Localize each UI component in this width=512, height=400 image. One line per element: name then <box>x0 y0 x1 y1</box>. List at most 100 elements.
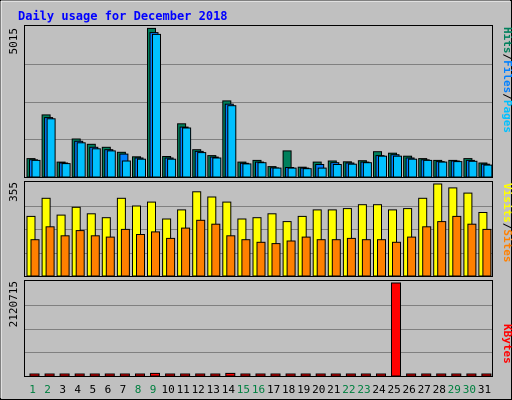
bar-pages-day-16 <box>257 162 267 178</box>
legend-sep-2: / <box>501 93 512 100</box>
x-tick-label-9: 9 <box>150 383 157 396</box>
bar-pages-day-19 <box>302 168 312 178</box>
bar-kbytes-day-20 <box>315 373 326 377</box>
bar-kbytes-day-31 <box>481 373 492 377</box>
bar-kbytes-day-9 <box>150 372 160 377</box>
bar-pages-day-30 <box>468 160 478 178</box>
bar-kbytes-day-6 <box>104 373 115 377</box>
x-tick-label-19: 19 <box>297 383 310 396</box>
bar-sites-day-28 <box>437 221 447 277</box>
bar-pages-day-5 <box>91 148 101 178</box>
legend-sep-1: / <box>501 54 512 61</box>
bar-pages-day-1 <box>31 159 41 178</box>
bar-pages-day-18 <box>287 167 297 178</box>
bar-pages-day-20 <box>317 167 327 178</box>
bar-kbytes-day-10 <box>165 373 176 377</box>
bar-pages-day-23 <box>362 162 372 178</box>
bar-kbytes-day-27 <box>421 373 432 377</box>
x-tick-label-4: 4 <box>74 383 81 396</box>
bar-pages-day-12 <box>197 152 207 178</box>
bar-sites-day-9 <box>151 231 160 277</box>
bar-kbytes-day-19 <box>300 373 311 377</box>
bar-pages-day-26 <box>408 158 418 178</box>
x-axis-labels: 1 2 3 4 5 6 7 8 9 10 11 12 13 14 15 16 17 18 19 20 21 22 23 24 2… <box>29 383 491 396</box>
x-tick-label-1: 1 <box>29 383 36 396</box>
bar-sites-day-8 <box>136 234 145 277</box>
x-tick-label-17: 17 <box>267 383 280 396</box>
legend-files: Files <box>501 60 512 93</box>
bar-pages-day-25 <box>393 155 402 178</box>
bar-kbytes-day-21 <box>330 373 341 377</box>
x-tick-label-5: 5 <box>89 383 96 396</box>
bar-sites-day-21 <box>331 239 341 277</box>
bar-sites-day-11 <box>181 227 191 277</box>
x-tick-label-22: 22 <box>342 383 355 396</box>
bar-sites-day-19 <box>301 236 311 277</box>
x-tick-label-11: 11 <box>177 383 190 396</box>
middle-legend: Visits/Sites <box>501 183 512 263</box>
x-tick-label-31: 31 <box>478 383 491 396</box>
bar-pages-day-21 <box>332 164 342 178</box>
x-tick-label-25: 25 <box>387 383 400 396</box>
bar-marks <box>26 27 493 377</box>
x-tick-label-6: 6 <box>105 383 112 396</box>
x-tick-label-8: 8 <box>135 383 142 396</box>
legend-visits: Visits <box>501 183 512 223</box>
bar-pages-day-14 <box>227 105 237 178</box>
bar-sites-day-30 <box>467 223 477 277</box>
bar-kbytes-day-2 <box>44 373 55 377</box>
bar-kbytes-day-15 <box>240 373 251 377</box>
bar-pages-day-7 <box>121 160 131 178</box>
bar-kbytes-day-25 <box>391 282 401 377</box>
bar-sites-day-23 <box>361 239 371 277</box>
bar-sites-day-7 <box>120 228 130 277</box>
bar-sites-day-26 <box>407 236 417 277</box>
x-tick-label-28: 28 <box>433 383 446 396</box>
bar-sites-day-22 <box>346 237 356 277</box>
bar-pages-day-10 <box>167 158 177 178</box>
bar-sites-day-20 <box>316 239 326 277</box>
x-tick-label-18: 18 <box>282 383 295 396</box>
x-tick-label-7: 7 <box>120 383 127 396</box>
bar-kbytes-day-12 <box>195 373 206 377</box>
bar-kbytes-day-30 <box>466 373 477 377</box>
bar-sites-day-14 <box>226 235 236 277</box>
bar-pages-day-24 <box>378 155 387 178</box>
bar-pages-day-4 <box>76 142 86 178</box>
x-tick-label-2: 2 <box>44 383 51 396</box>
bar-kbytes-day-14 <box>225 372 236 377</box>
x-tick-label-20: 20 <box>312 383 325 396</box>
bar-kbytes-day-8 <box>135 373 145 377</box>
bar-kbytes-day-11 <box>180 373 191 377</box>
bar-kbytes-day-29 <box>451 373 462 377</box>
bar-pages-day-8 <box>137 158 146 178</box>
bar-sites-day-13 <box>211 223 221 277</box>
panel-bottom-plot <box>24 280 493 377</box>
legend-sites: Sites <box>501 229 512 262</box>
x-tick-label-12: 12 <box>192 383 205 396</box>
bar-kbytes-day-17 <box>270 373 281 377</box>
legend-sep-3: / <box>501 223 512 230</box>
x-tick-label-24: 24 <box>372 383 386 396</box>
bar-kbytes-day-5 <box>89 373 100 377</box>
bar-pages-day-22 <box>347 163 357 178</box>
bar-sites-day-17 <box>271 243 281 277</box>
bar-sites-day-27 <box>422 226 432 277</box>
bar-sites-day-16 <box>256 241 266 277</box>
bar-pages-day-28 <box>438 161 448 178</box>
bottom-legend: KBytes <box>501 324 512 364</box>
x-tick-label-30: 30 <box>463 383 476 396</box>
bar-pages-day-29 <box>453 161 463 178</box>
x-tick-label-23: 23 <box>357 383 370 396</box>
bar-kbytes-day-3 <box>59 373 70 377</box>
x-tick-label-14: 14 <box>222 383 236 396</box>
bar-pages-day-11 <box>182 127 192 178</box>
bar-sites-day-10 <box>166 237 176 277</box>
bar-sites-day-2 <box>45 226 55 277</box>
bar-pages-day-31 <box>483 164 493 178</box>
middle-ymax-label: 355 <box>7 182 20 202</box>
bar-kbytes-day-13 <box>210 373 221 377</box>
x-tick-label-26: 26 <box>402 383 415 396</box>
bar-pages-day-13 <box>212 157 222 178</box>
bar-sites-day-12 <box>196 219 206 277</box>
